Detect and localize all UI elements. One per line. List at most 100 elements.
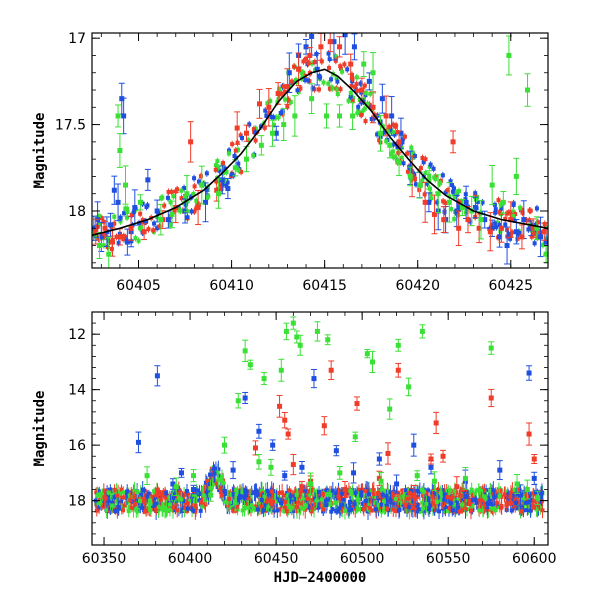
data-point	[299, 464, 305, 470]
baseline-point	[259, 489, 264, 494]
baseline-point	[376, 502, 381, 507]
baseline-point	[244, 493, 249, 498]
data-point	[417, 182, 423, 188]
data-point	[321, 423, 327, 429]
baseline-point	[293, 489, 298, 494]
cluster-point	[475, 199, 480, 204]
cluster-point	[349, 83, 354, 88]
data-point	[324, 113, 330, 119]
baseline-point	[400, 488, 405, 493]
baseline-point	[405, 496, 410, 501]
baseline-point	[212, 471, 217, 476]
baseline-point	[302, 489, 307, 494]
cluster-point	[327, 65, 332, 70]
cluster-point	[448, 179, 453, 184]
cluster-point	[118, 215, 123, 220]
data-point	[428, 456, 434, 462]
baseline-point	[113, 509, 118, 514]
baseline-point	[249, 503, 254, 508]
cluster-point	[410, 150, 415, 155]
cluster-point	[529, 234, 534, 239]
baseline-point	[119, 487, 124, 492]
baseline-point	[94, 490, 99, 495]
cluster-point	[321, 80, 326, 85]
cluster-point	[288, 100, 293, 105]
zoom-light-curve-panel: 60405 60410 60415 60420 60425 17 17.5 18 Magnitu…	[32, 31, 549, 294]
cluster-point	[429, 196, 434, 201]
cluster-point	[229, 172, 234, 177]
x-tick-label: 60410	[209, 278, 254, 294]
data-point	[411, 442, 417, 448]
data-point	[359, 87, 365, 93]
cluster-point	[97, 222, 102, 227]
cluster-point	[333, 54, 338, 59]
cluster-point	[524, 218, 529, 223]
cluster-point	[264, 113, 269, 118]
baseline-point	[211, 478, 216, 483]
data-point	[395, 367, 401, 373]
cluster-point	[454, 190, 459, 195]
baseline-point	[220, 486, 225, 491]
baseline-point	[300, 501, 305, 506]
cluster-point	[362, 83, 367, 88]
cluster-point	[182, 194, 187, 199]
baseline-point	[358, 507, 363, 512]
baseline-point	[129, 505, 134, 510]
baseline-point	[117, 491, 122, 496]
cluster-point	[494, 225, 499, 230]
baseline-point	[128, 498, 133, 503]
data-point	[504, 243, 510, 249]
baseline-point	[416, 507, 421, 512]
baseline-point	[171, 496, 176, 501]
cluster-point	[384, 139, 389, 144]
data-point	[498, 225, 504, 231]
data-point	[543, 251, 548, 257]
baseline-point	[142, 500, 147, 505]
cluster-point	[497, 210, 502, 215]
baseline-point	[269, 501, 274, 506]
baseline-point	[487, 498, 492, 503]
cluster-point	[129, 212, 134, 217]
cluster-point	[335, 87, 340, 92]
baseline-point	[177, 508, 182, 513]
baseline-point	[157, 501, 162, 506]
data-point	[428, 464, 434, 470]
cluster-point	[391, 155, 396, 160]
cluster-point	[99, 216, 104, 221]
baseline-point	[242, 495, 247, 500]
y-axis-title: Magnitude	[32, 113, 48, 189]
baseline-point	[136, 501, 141, 506]
baseline-point	[219, 478, 224, 483]
cluster-point	[513, 212, 518, 217]
cluster-point	[540, 243, 545, 248]
baseline-point	[442, 500, 447, 505]
baseline-point	[356, 507, 361, 512]
cluster-point	[526, 227, 531, 232]
baseline-point	[94, 501, 99, 506]
baseline-point	[254, 488, 259, 493]
baseline-point	[404, 507, 409, 512]
cluster-point	[112, 214, 117, 219]
cluster-point	[282, 89, 287, 94]
baseline-point	[473, 497, 478, 502]
data-point	[242, 348, 248, 354]
baseline-point	[388, 499, 393, 504]
baseline-point	[310, 497, 315, 502]
baseline-point	[193, 503, 198, 508]
baseline-point	[454, 500, 459, 505]
cluster-point	[395, 129, 400, 134]
baseline-point	[474, 488, 479, 493]
baseline-point	[355, 498, 360, 503]
baseline-point	[239, 490, 244, 495]
cluster-point	[389, 152, 394, 157]
baseline-point	[296, 500, 301, 505]
data-point	[433, 420, 439, 426]
baseline-point	[210, 480, 215, 485]
baseline-point	[259, 497, 264, 502]
baseline-point	[135, 489, 140, 494]
baseline-point	[393, 496, 398, 501]
baseline-point	[451, 502, 456, 507]
baseline-point	[110, 500, 115, 505]
plot-area	[92, 33, 548, 268]
baseline-point	[217, 485, 222, 490]
